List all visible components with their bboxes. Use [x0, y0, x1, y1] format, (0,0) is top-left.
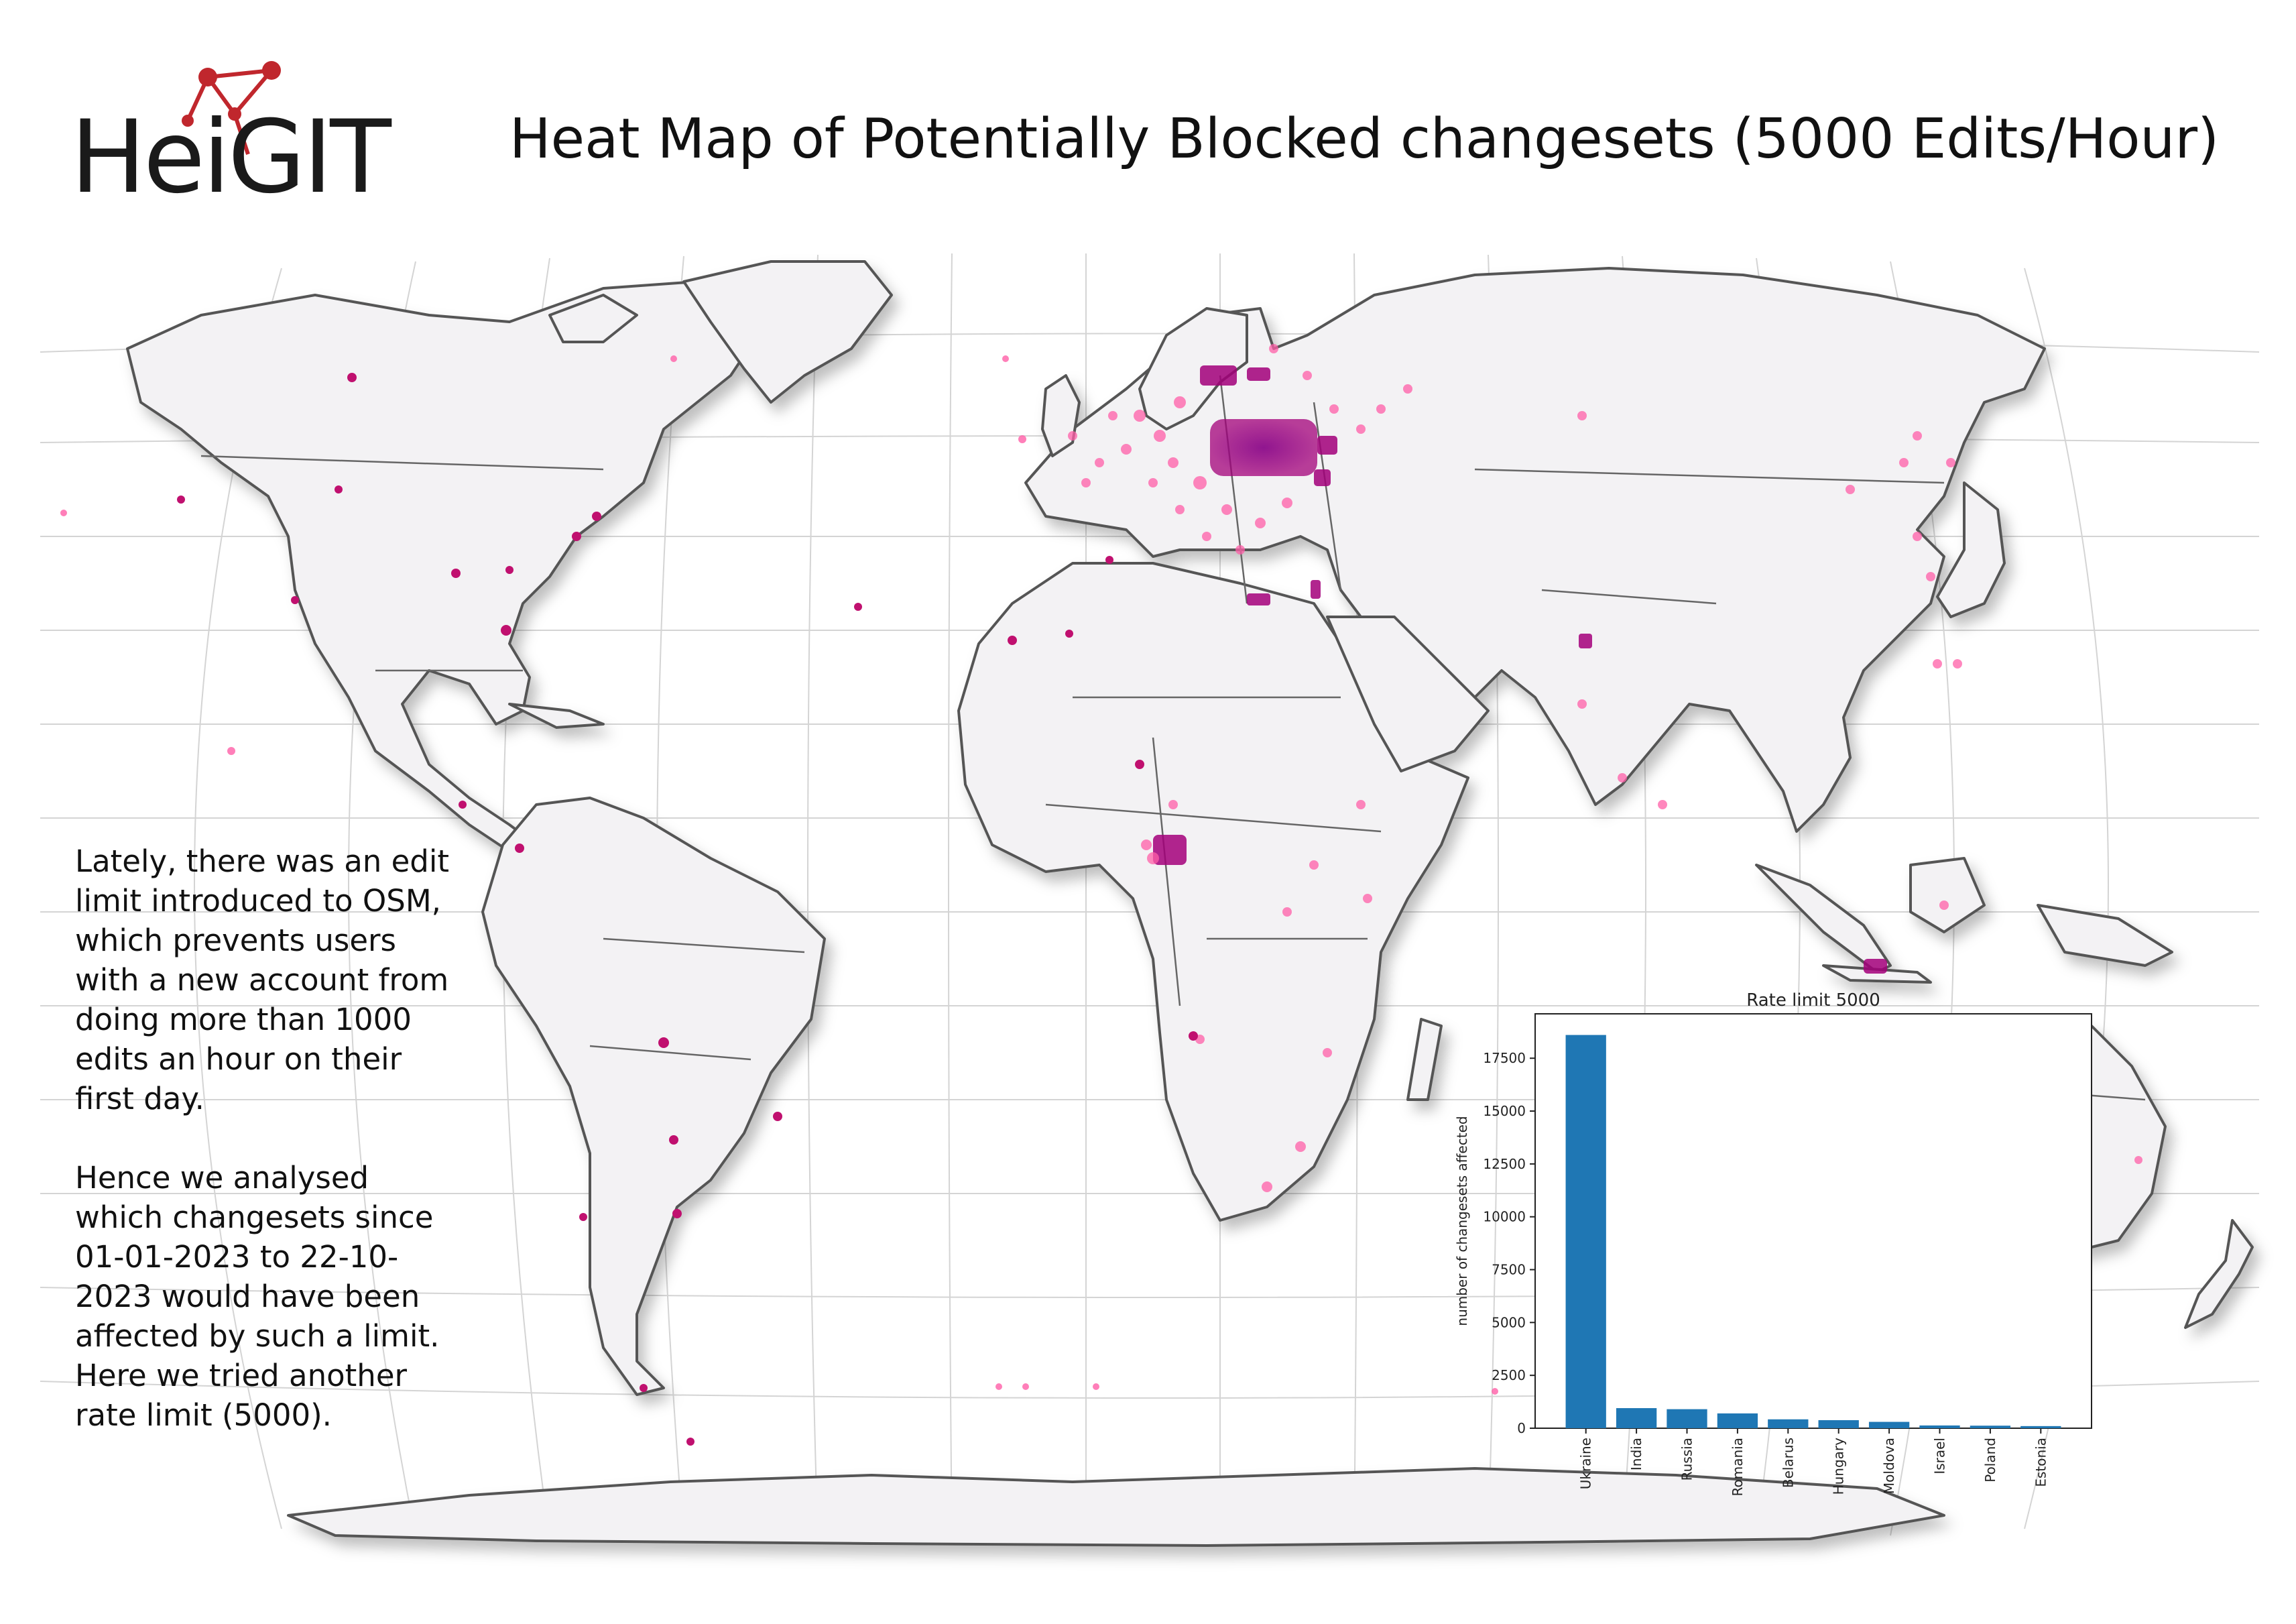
y-tick-label: 5000: [1492, 1314, 1526, 1330]
greenland: [682, 260, 893, 404]
y-tick-label: 12500: [1483, 1156, 1526, 1172]
description-paragraph-2: Hence we analysed which changesets since…: [75, 1160, 440, 1433]
north-america: [126, 280, 772, 853]
x-tick-label: Romania: [1730, 1438, 1746, 1496]
eurasia: [1024, 267, 2046, 833]
cuba: [508, 703, 605, 729]
description-paragraph-1: Lately, there was an edit limit introduc…: [75, 844, 449, 1116]
new-guinea: [2037, 904, 2173, 967]
bar-romania: [1717, 1413, 1758, 1428]
japan: [1936, 481, 2006, 618]
x-tick-label: Poland: [1982, 1438, 1998, 1483]
y-tick-label: 0: [1517, 1420, 1526, 1436]
y-tick-label: 7500: [1492, 1262, 1526, 1278]
new-zealand: [2184, 1219, 2254, 1329]
bar-ukraine: [1565, 1035, 1606, 1428]
country-borders: [200, 375, 2146, 1208]
heigit-logo: HeiGIT: [70, 47, 419, 208]
hotspot-ukraine: [1210, 419, 1317, 476]
x-axis-ticks: Ukraine India Russia Romania Belarus Hungary M…: [1578, 1428, 2049, 1496]
x-tick-label: Moldova: [1881, 1438, 1897, 1494]
bar-hungary: [1818, 1420, 1859, 1428]
arabia: [1326, 616, 1490, 772]
south-america: [481, 797, 826, 1396]
chart-title: Rate limit 5000: [1746, 990, 1880, 1010]
borneo: [1909, 857, 1986, 933]
y-tick-label: 17500: [1483, 1050, 1526, 1066]
logo-text: HeiGIT: [70, 99, 391, 216]
bar-russia: [1667, 1409, 1707, 1428]
land-masses: [126, 260, 2254, 1547]
rate-limit-bar-chart: Rate limit 5000 number of changesets aff…: [1454, 990, 2092, 1496]
page-title: Heat Map of Potentially Blocked changese…: [509, 107, 2220, 171]
arctic-islands: [548, 294, 638, 343]
x-tick-label: Russia: [1679, 1438, 1695, 1481]
x-tick-label: Israel: [1932, 1438, 1948, 1474]
bar-moldova: [1868, 1422, 1910, 1428]
x-tick-label: Belarus: [1780, 1438, 1796, 1488]
description: Lately, there was an edit limit introduc…: [75, 842, 450, 1474]
bar-belarus: [1768, 1419, 1809, 1428]
indonesia: [1755, 864, 1892, 974]
x-tick-label: Hungary: [1831, 1438, 1847, 1495]
hotspot-layer: [60, 344, 2142, 1446]
y-tick-label: 2500: [1492, 1367, 1526, 1383]
x-tick-label: Estonia: [2033, 1438, 2049, 1487]
x-tick-label: Ukraine: [1578, 1438, 1594, 1489]
bar-india: [1616, 1408, 1657, 1428]
madagascar: [1406, 1018, 1443, 1101]
bars: [1565, 1035, 2061, 1428]
bar-israel: [1919, 1425, 1960, 1428]
x-tick-label: India: [1628, 1438, 1644, 1470]
network-graph-icon: [182, 61, 281, 155]
y-axis-label: number of changesets affected: [1454, 1116, 1470, 1326]
y-tick-label: 10000: [1483, 1209, 1526, 1225]
antarctica: [287, 1467, 1945, 1547]
bar-estonia: [2020, 1426, 2061, 1428]
chart-background: [1534, 1013, 2092, 1429]
y-tick-label: 15000: [1483, 1103, 1526, 1119]
y-axis-ticks: 0 2500 5000 7500 10000 12500 15000 17500: [1483, 1050, 1535, 1436]
bar-poland: [1970, 1426, 2011, 1428]
